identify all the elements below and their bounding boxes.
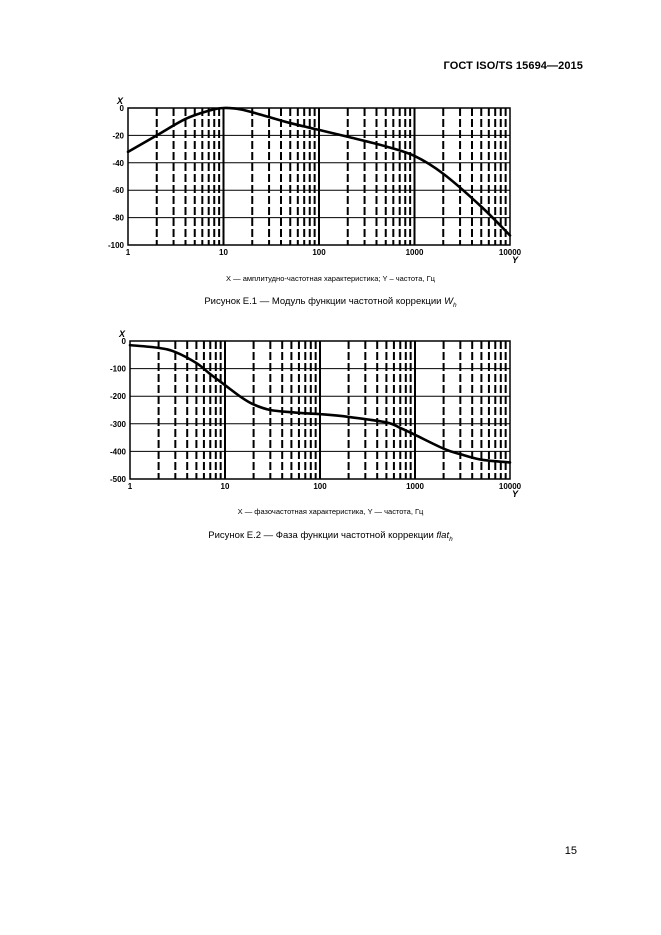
y-tick-label: 0 [120, 104, 125, 113]
page-number: 15 [564, 845, 577, 857]
y-tick-label: -200 [110, 392, 127, 401]
figure-1-legend: X — амплитудно-частотная характеристика;… [226, 274, 435, 283]
figure-1-caption: Рисунок Е.1 — Модуль функции частотной к… [0, 296, 661, 309]
figure-2-legend: X — фазочастотная характеристика, Y — ча… [237, 507, 424, 516]
x-tick-label: 1000 [406, 482, 424, 491]
x-tick-label: 1000 [406, 248, 424, 257]
x-axis-label: Y [512, 255, 519, 265]
y-tick-label: -20 [112, 131, 124, 140]
x-tick-label: 10 [219, 248, 228, 257]
x-tick-label: 100 [312, 248, 326, 257]
y-tick-label: -100 [110, 365, 127, 374]
figure-2-caption-subscript: h [449, 535, 453, 543]
data-series-line [126, 106, 512, 237]
y-tick-label: -40 [112, 159, 124, 168]
figure-2-caption: Рисунок Е.2 — Фаза функции частотной кор… [0, 530, 661, 543]
y-tick-label: -500 [110, 475, 127, 484]
x-tick-label: 10000 [499, 482, 522, 491]
figure-1-caption-text: Рисунок Е.1 — Модуль функции частотной к… [204, 296, 445, 307]
y-tick-label: -400 [110, 447, 127, 456]
x-axis-label: Y [512, 489, 519, 499]
plot-frame [127, 107, 511, 246]
y-axis-label: X [116, 96, 124, 106]
x-tick-label: 10 [221, 482, 230, 491]
figure-2-caption-text: Рисунок Е.2 — Фаза функции частотной кор… [208, 530, 437, 541]
figure-1-caption-symbol: W [444, 296, 454, 307]
y-tick-label: -300 [110, 420, 127, 429]
figure-2-caption-symbol: flat [436, 530, 450, 541]
x-tick-label: 1 [126, 248, 131, 257]
data-series-line [128, 343, 512, 464]
y-tick-label: -60 [112, 186, 124, 195]
y-tick-label: -80 [112, 214, 124, 223]
x-tick-label: 1 [128, 482, 133, 491]
x-tick-label: 100 [313, 482, 327, 491]
x-tick-label: 10000 [499, 248, 522, 257]
y-tick-label: 0 [122, 337, 127, 346]
document-id: ГОСТ ISO/TS 15694—2015 [443, 60, 583, 72]
plot-frame [129, 340, 511, 480]
figure-1-caption-subscript: h [453, 301, 457, 309]
y-tick-label: -100 [108, 241, 125, 250]
y-axis-label: X [118, 329, 126, 339]
